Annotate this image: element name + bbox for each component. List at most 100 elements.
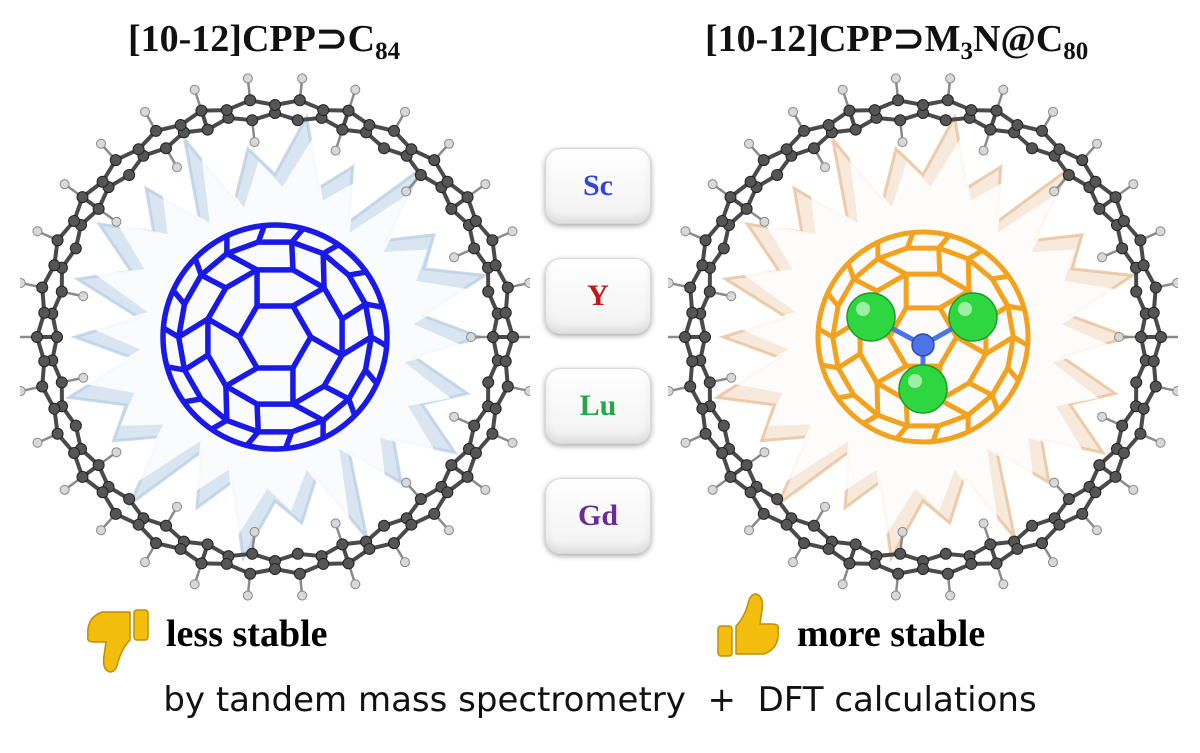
hydrogen-atom xyxy=(897,137,908,148)
element-button-gd[interactable]: Gd xyxy=(545,478,651,554)
element-button-sc[interactable]: Sc xyxy=(545,148,651,224)
carbon-atom xyxy=(195,104,208,117)
carbon-atom xyxy=(150,124,162,137)
carbon-atom xyxy=(150,537,162,550)
carbon-atom xyxy=(482,376,495,389)
carbon-atom xyxy=(939,114,952,127)
carbon-atom xyxy=(489,402,502,415)
carbon-atom xyxy=(174,119,187,132)
carbon-atom xyxy=(868,104,881,117)
hydrogen-atom xyxy=(759,216,770,227)
carbon-atom xyxy=(201,123,214,136)
cage-bond xyxy=(291,401,325,423)
carbon-atom xyxy=(388,124,400,137)
carbon-atom xyxy=(38,306,51,319)
cage-bond xyxy=(244,430,261,448)
carbon-atom xyxy=(48,402,61,415)
element-button-y[interactable]: Y xyxy=(545,258,651,334)
carbon-atom xyxy=(489,259,502,272)
carbon-atom xyxy=(1134,234,1147,247)
hydrogen-atom xyxy=(945,590,956,601)
hydrogen-atom xyxy=(744,525,755,536)
hydrogen-atom xyxy=(297,590,308,601)
carbon-atom xyxy=(1135,331,1147,343)
carbon-atom xyxy=(1130,376,1143,389)
carbon-atom xyxy=(445,202,458,215)
cage-bond xyxy=(904,231,916,249)
carbon-atom xyxy=(699,234,712,247)
cage-bond xyxy=(166,364,185,373)
hydrogen-atom xyxy=(20,277,26,288)
carbon-atom xyxy=(917,563,929,575)
cage-bond xyxy=(199,272,228,291)
carbon-atom xyxy=(1053,143,1066,156)
carbon-atom xyxy=(76,470,89,483)
carbon-atom xyxy=(445,459,458,472)
element-label-lu: Lu xyxy=(579,389,617,422)
cage-bond xyxy=(192,257,204,277)
carbon-atom xyxy=(96,175,109,188)
element-button-lu[interactable]: Lu xyxy=(545,368,651,444)
carbon-atom xyxy=(1076,154,1089,167)
hydrogen-atom xyxy=(726,291,737,302)
cage-bond xyxy=(936,233,952,250)
carbon-atom xyxy=(269,563,281,575)
cage-bond xyxy=(1005,366,1021,383)
cage-bond xyxy=(955,334,988,357)
hydrogen-atom xyxy=(788,106,798,117)
hydrogen-atom xyxy=(449,411,460,422)
carbon-atom xyxy=(468,242,481,255)
cavity-inner xyxy=(82,135,472,540)
carbon-atom xyxy=(336,123,349,136)
cage-bond xyxy=(322,383,351,402)
carbon-atom xyxy=(696,259,709,272)
carbon-atom xyxy=(378,519,390,532)
carbon-atom xyxy=(744,175,757,188)
hydrogen-atom xyxy=(78,291,89,302)
carbon-atom xyxy=(342,557,355,570)
carbon-atom xyxy=(808,519,820,532)
left-molecule-diagram xyxy=(20,73,530,601)
cage-bond xyxy=(894,424,910,441)
hydrogen-atom xyxy=(249,526,260,537)
right-molecule-diagram xyxy=(668,73,1178,601)
carbon-atom xyxy=(201,538,214,551)
hydrogen-atom xyxy=(59,179,70,190)
carbon-atom xyxy=(499,355,512,368)
right-title-subscript-metal: 3 xyxy=(960,38,974,65)
carbon-atom xyxy=(686,306,699,319)
hydrogen-atom xyxy=(726,372,737,383)
carbon-atom xyxy=(378,142,390,155)
carbon-atom xyxy=(195,557,208,570)
element-label-gd: Gd xyxy=(577,499,619,532)
cage-bond xyxy=(223,386,230,421)
carbon-atom xyxy=(414,493,427,506)
cage-bond xyxy=(852,276,879,294)
cage-bond xyxy=(965,258,972,292)
hydrogen-atom xyxy=(1091,138,1102,149)
carbon-atom xyxy=(55,285,68,298)
carbon-atom xyxy=(96,486,109,499)
carbon-atom xyxy=(822,542,835,555)
carbon-atom xyxy=(499,306,512,319)
hydrogen-atom xyxy=(297,73,308,84)
carbon-atom xyxy=(469,447,482,459)
carbon-atom xyxy=(342,104,355,117)
carbon-atom xyxy=(363,542,376,555)
thumbs-up-icon xyxy=(717,593,780,657)
carbon-atom xyxy=(461,470,474,483)
carbon-atom xyxy=(1116,419,1129,432)
carbon-atom xyxy=(1117,215,1130,227)
hydrogen-atom xyxy=(140,557,150,568)
fullerene-cage xyxy=(815,229,1031,445)
hydrogen-atom xyxy=(1049,186,1060,197)
left-title-subscript: 84 xyxy=(375,38,401,65)
hydrogen-atom xyxy=(507,437,518,448)
cage-bond xyxy=(254,403,262,432)
carbon-atom xyxy=(686,355,699,368)
cage-bond xyxy=(363,368,379,386)
carbon-atom xyxy=(486,234,499,247)
cage-bond xyxy=(321,242,340,256)
cage-bond xyxy=(340,301,367,322)
cage-bond xyxy=(1007,303,1025,312)
